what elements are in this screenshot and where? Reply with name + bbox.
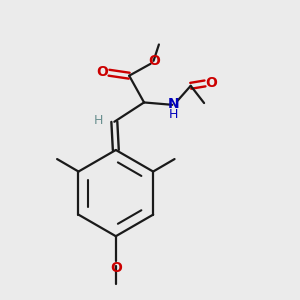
Text: H: H	[169, 108, 178, 121]
Text: H: H	[93, 114, 103, 128]
Text: N: N	[168, 97, 180, 111]
Text: O: O	[206, 76, 218, 90]
Text: O: O	[110, 261, 122, 275]
Text: O: O	[97, 65, 108, 79]
Text: O: O	[148, 54, 160, 68]
